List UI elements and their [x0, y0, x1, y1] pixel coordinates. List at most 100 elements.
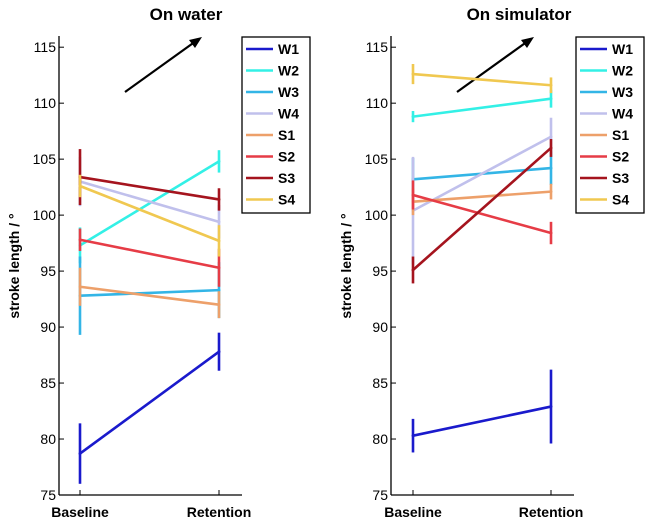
- data-point: [411, 115, 415, 119]
- legend-label: S1: [278, 127, 295, 143]
- y-tick-label: 75: [40, 487, 56, 503]
- legend-label: S2: [612, 149, 629, 165]
- y-tick-label: 90: [40, 319, 56, 335]
- data-point: [549, 231, 553, 235]
- series-W2: [78, 150, 221, 264]
- data-point: [411, 434, 415, 438]
- legend-box: [241, 36, 311, 214]
- trend-arrow-shaft: [456, 40, 529, 93]
- data-point: [217, 220, 221, 224]
- series-line: [411, 72, 553, 87]
- series-line: [411, 193, 553, 235]
- data-point: [217, 350, 221, 354]
- data-point: [78, 285, 82, 289]
- series-line: [78, 184, 221, 243]
- legend-label: S1: [612, 127, 629, 143]
- y-axis-label: stroke length / °: [6, 213, 22, 318]
- data-point: [549, 405, 553, 408]
- legend-label: W1: [278, 41, 299, 57]
- series-S4: [78, 174, 221, 257]
- x-tick-label: Retention: [519, 504, 584, 520]
- y-tick-label: 110: [34, 95, 57, 111]
- data-point: [549, 83, 553, 87]
- legend-label: S2: [278, 149, 295, 165]
- trend-arrow-head: [521, 37, 534, 48]
- data-point: [549, 135, 553, 139]
- data-point: [217, 303, 221, 307]
- panel-on-water: On water stroke length / ° 75 80 85 90 95 100…: [6, 5, 311, 520]
- y-axis-label: stroke length / °: [338, 213, 354, 318]
- data-point: [549, 97, 553, 101]
- y-tick-label: 105: [365, 151, 389, 167]
- series-line: [411, 97, 553, 118]
- legend-label: W4: [612, 106, 633, 122]
- series-line: [78, 285, 221, 306]
- chart-title: On simulator: [467, 5, 572, 24]
- x-tick-label: Baseline: [51, 504, 109, 520]
- series-line: [78, 238, 221, 270]
- data-point: [78, 238, 82, 242]
- series-S2: [78, 228, 221, 287]
- trend-arrow-shaft: [124, 40, 197, 93]
- legend-label: W2: [278, 63, 299, 79]
- series-line: [411, 405, 553, 437]
- y-tick-label: 95: [372, 263, 388, 279]
- series-W1: [78, 332, 221, 484]
- x-tick-label: Baseline: [384, 504, 442, 520]
- series-line: [411, 146, 553, 272]
- data-point: [549, 166, 553, 170]
- legend-label: W1: [612, 41, 633, 57]
- series-W4: [78, 156, 221, 239]
- y-tick-label: 100: [33, 207, 57, 223]
- data-point: [411, 268, 415, 272]
- y-tick-label: 110: [366, 95, 389, 111]
- legend-label: W4: [278, 106, 299, 122]
- y-tick-label: 90: [372, 319, 388, 335]
- legend-label: S4: [612, 192, 629, 208]
- series-line: [411, 135, 553, 212]
- legend-label: W2: [612, 63, 633, 79]
- legend-label: W3: [278, 84, 299, 100]
- series-S3: [411, 138, 553, 284]
- data-point: [411, 193, 415, 197]
- series-S4: [411, 63, 553, 94]
- legend-label: S3: [278, 170, 295, 186]
- data-point: [549, 190, 553, 194]
- data-point: [78, 184, 82, 188]
- series-line: [78, 180, 221, 224]
- legend-label: S4: [278, 192, 295, 208]
- y-tick-label: 85: [372, 375, 388, 391]
- data-point: [411, 72, 415, 76]
- y-tick-label: 105: [33, 151, 57, 167]
- series-W4: [411, 117, 553, 265]
- series-S1: [78, 267, 221, 319]
- legend-label: S3: [612, 170, 629, 186]
- trend-arrow-head: [189, 37, 202, 48]
- series-line: [78, 160, 221, 247]
- data-point: [217, 288, 221, 292]
- data-point: [217, 198, 221, 201]
- series-line: [78, 175, 221, 201]
- x-tick-label: Retention: [187, 504, 252, 520]
- y-tick-label: 100: [365, 207, 389, 223]
- series-S2: [411, 180, 553, 245]
- panel-on-simulator: On simulator stroke length / ° 75 80 85 90 9…: [338, 5, 645, 520]
- chart-title: On water: [150, 5, 223, 24]
- y-tick-label: 95: [40, 263, 56, 279]
- data-point: [217, 266, 221, 270]
- data-point: [217, 239, 221, 243]
- series-line: [78, 350, 221, 455]
- y-tick-label: 115: [366, 39, 389, 55]
- data-point: [549, 146, 553, 150]
- y-tick-label: 75: [372, 487, 388, 503]
- series-line: [78, 288, 221, 298]
- y-tick-label: 80: [40, 431, 56, 447]
- series-W2: [411, 89, 553, 123]
- legend-label: W3: [612, 84, 633, 100]
- y-tick-label: 80: [372, 431, 388, 447]
- y-tick-label: 115: [34, 39, 57, 55]
- legend-box: [575, 36, 645, 214]
- series-W1: [411, 369, 553, 453]
- data-point: [78, 452, 82, 455]
